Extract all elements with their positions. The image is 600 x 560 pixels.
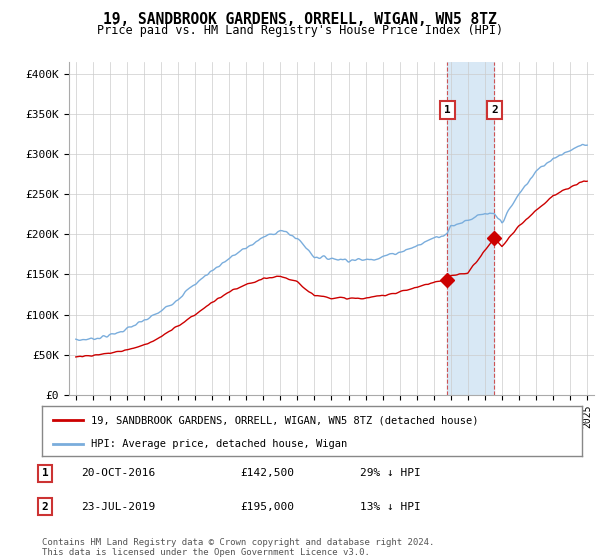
Text: £195,000: £195,000 [240,502,294,512]
Text: 1: 1 [444,105,451,115]
Text: 1: 1 [41,468,49,478]
Text: 2: 2 [41,502,49,512]
Text: Contains HM Land Registry data © Crown copyright and database right 2024.
This d: Contains HM Land Registry data © Crown c… [42,538,434,557]
Text: 19, SANDBROOK GARDENS, ORRELL, WIGAN, WN5 8TZ: 19, SANDBROOK GARDENS, ORRELL, WIGAN, WN… [103,12,497,27]
Text: 29% ↓ HPI: 29% ↓ HPI [360,468,421,478]
Text: 20-OCT-2016: 20-OCT-2016 [81,468,155,478]
Bar [448,62,494,395]
Text: 23-JUL-2019: 23-JUL-2019 [81,502,155,512]
Text: £142,500: £142,500 [240,468,294,478]
Text: 13% ↓ HPI: 13% ↓ HPI [360,502,421,512]
Text: 2: 2 [491,105,497,115]
Text: 19, SANDBROOK GARDENS, ORRELL, WIGAN, WN5 8TZ (detached house): 19, SANDBROOK GARDENS, ORRELL, WIGAN, WN… [91,415,478,425]
Text: Price paid vs. HM Land Registry's House Price Index (HPI): Price paid vs. HM Land Registry's House … [97,24,503,37]
Text: HPI: Average price, detached house, Wigan: HPI: Average price, detached house, Wiga… [91,439,347,449]
